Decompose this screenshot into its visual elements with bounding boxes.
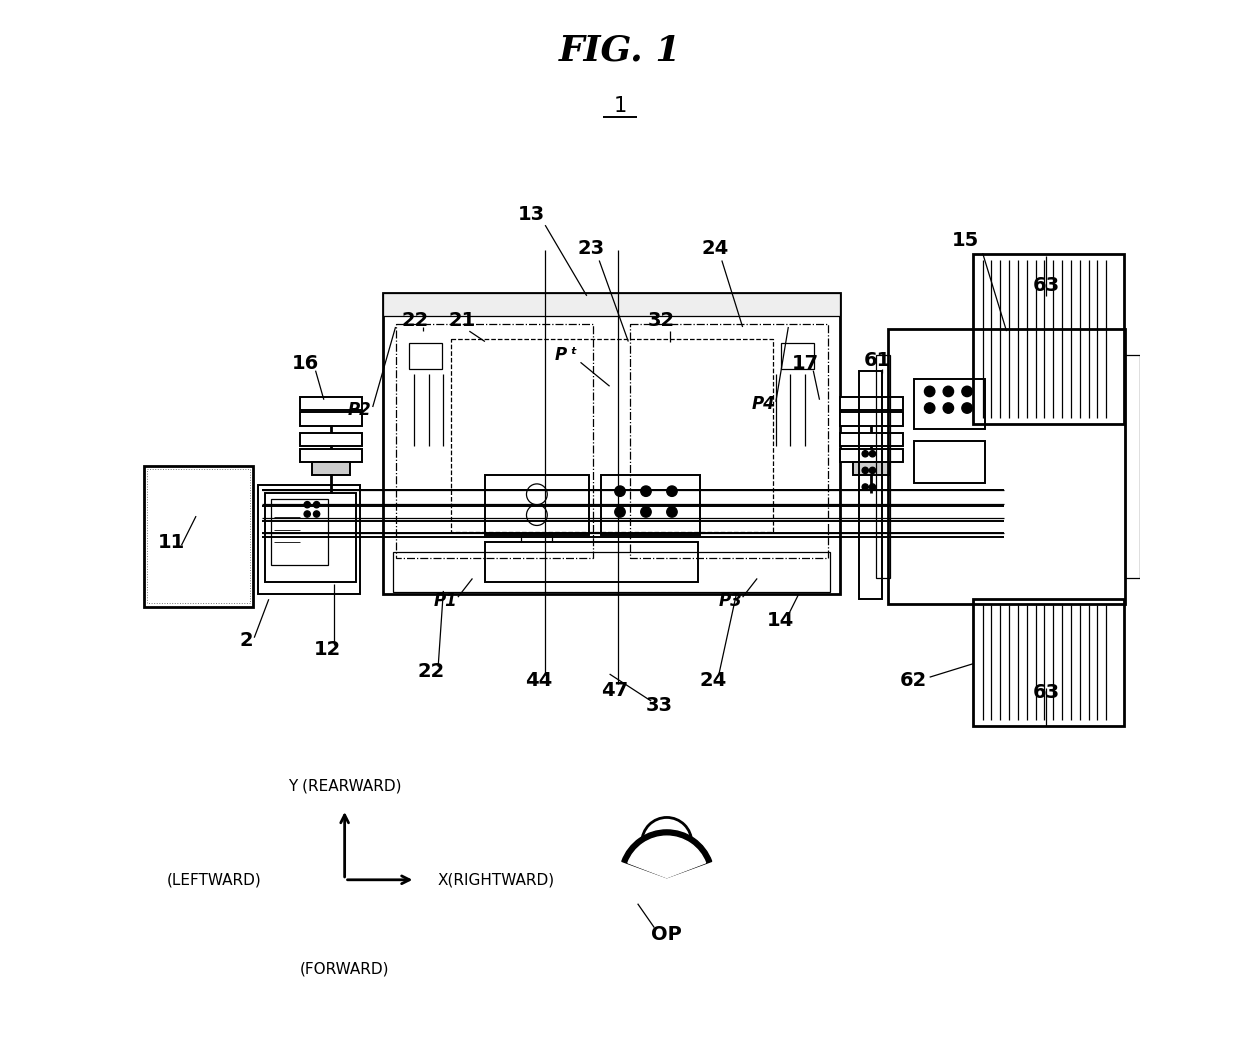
Circle shape (314, 501, 320, 508)
Text: 23: 23 (578, 239, 604, 258)
Text: 63: 63 (1033, 683, 1060, 702)
Circle shape (944, 386, 954, 397)
Wedge shape (627, 836, 706, 878)
Bar (841, 412, 903, 425)
Text: P ᵗ: P ᵗ (556, 346, 577, 364)
Circle shape (925, 403, 935, 413)
Circle shape (962, 386, 972, 397)
Bar (630, 324, 828, 558)
Circle shape (304, 511, 310, 517)
Wedge shape (621, 830, 712, 878)
Text: 15: 15 (951, 232, 978, 251)
Bar (601, 475, 701, 535)
Circle shape (862, 451, 868, 457)
Text: 47: 47 (601, 681, 629, 700)
Text: 11: 11 (157, 533, 185, 552)
Text: FIG. 1: FIG. 1 (559, 34, 681, 67)
Text: (FORWARD): (FORWARD) (300, 961, 389, 977)
Text: 32: 32 (649, 312, 675, 331)
Text: P3: P3 (718, 593, 742, 611)
Circle shape (862, 484, 868, 490)
Bar (973, 599, 1123, 726)
Text: P2: P2 (347, 401, 371, 419)
Text: 22: 22 (417, 662, 444, 681)
Bar (914, 441, 985, 483)
Text: 44: 44 (526, 671, 553, 690)
Bar (264, 493, 356, 581)
Text: 61: 61 (864, 351, 892, 370)
Text: 17: 17 (791, 354, 818, 373)
Text: 63: 63 (1033, 276, 1060, 295)
Text: (LEFTWARD): (LEFTWARD) (166, 872, 262, 888)
Text: 62: 62 (899, 671, 926, 690)
Bar (300, 433, 362, 446)
Circle shape (667, 506, 677, 517)
Bar (300, 412, 362, 425)
Bar (300, 449, 362, 462)
Circle shape (862, 468, 868, 474)
Bar (875, 355, 890, 578)
Circle shape (641, 486, 651, 496)
Circle shape (869, 468, 875, 474)
Bar (300, 397, 362, 410)
Text: 13: 13 (518, 205, 546, 224)
Circle shape (641, 506, 651, 517)
Text: 24: 24 (699, 671, 727, 690)
Circle shape (615, 486, 625, 496)
Text: 22: 22 (402, 312, 429, 331)
Bar (914, 379, 985, 429)
Text: P4: P4 (751, 395, 775, 413)
Circle shape (869, 484, 875, 490)
Bar (485, 475, 589, 535)
Bar (148, 470, 250, 603)
Circle shape (962, 403, 972, 413)
Bar (312, 462, 350, 475)
Bar (888, 330, 1125, 604)
Bar (450, 339, 773, 532)
Text: 21: 21 (449, 312, 476, 331)
Text: X(RIGHTWARD): X(RIGHTWARD) (438, 872, 556, 888)
Text: 24: 24 (702, 239, 729, 258)
Bar (1125, 355, 1140, 578)
Bar (841, 397, 903, 410)
Circle shape (944, 403, 954, 413)
Text: 12: 12 (314, 639, 341, 658)
Bar (409, 342, 443, 369)
Text: P1: P1 (434, 593, 458, 611)
Text: Y (REARWARD): Y (REARWARD) (288, 779, 402, 794)
Bar (258, 485, 361, 594)
Bar (485, 542, 698, 581)
Text: 14: 14 (766, 611, 794, 630)
Circle shape (667, 486, 677, 496)
Text: 16: 16 (291, 354, 319, 373)
Bar (396, 324, 593, 558)
Bar (393, 553, 830, 592)
Circle shape (304, 501, 310, 508)
Circle shape (869, 451, 875, 457)
Circle shape (925, 386, 935, 397)
Circle shape (615, 506, 625, 517)
Bar (853, 462, 890, 475)
Text: 2: 2 (239, 632, 253, 651)
Text: 1: 1 (614, 96, 626, 116)
Circle shape (314, 511, 320, 517)
Bar (859, 371, 882, 599)
Bar (973, 254, 1123, 423)
Bar (383, 293, 841, 316)
Bar (383, 293, 841, 594)
Bar (270, 499, 329, 565)
Text: 33: 33 (646, 696, 673, 715)
Bar (144, 466, 253, 607)
Text: OP: OP (651, 926, 682, 945)
Bar (781, 342, 815, 369)
Bar (841, 449, 903, 462)
Bar (841, 433, 903, 446)
